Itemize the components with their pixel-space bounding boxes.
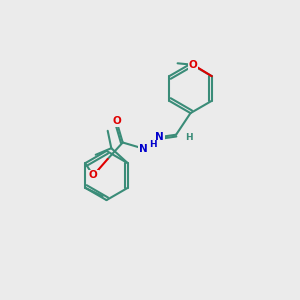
Text: N: N [155, 132, 164, 142]
Text: H: H [185, 133, 193, 142]
Text: O: O [89, 170, 98, 181]
Text: N: N [139, 143, 148, 154]
Text: O: O [113, 116, 122, 127]
Text: O: O [189, 60, 198, 70]
Text: H: H [149, 140, 157, 149]
